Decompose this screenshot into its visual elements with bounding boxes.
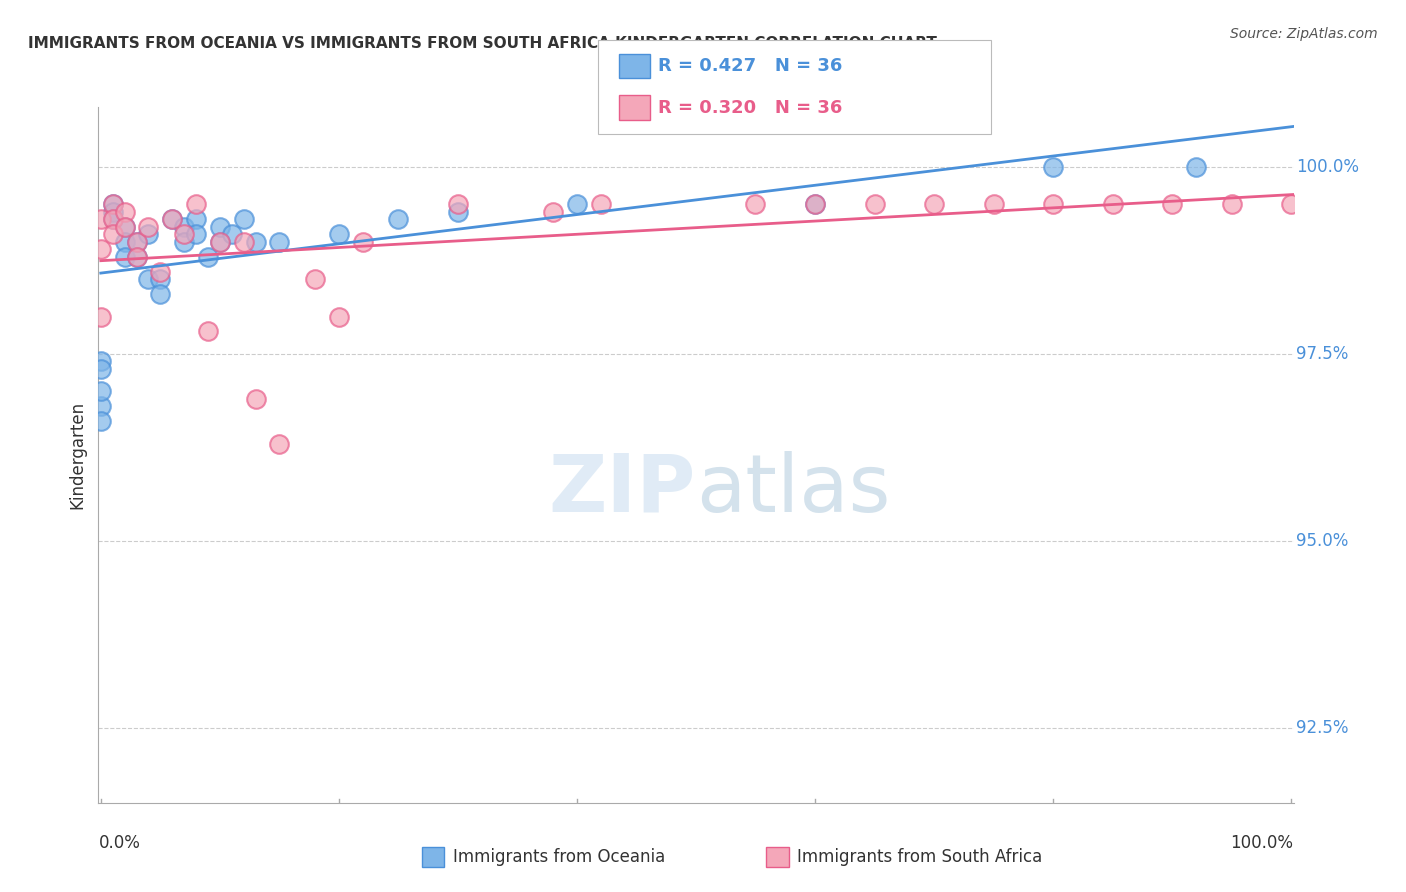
Point <box>160 212 183 227</box>
Point <box>173 227 195 242</box>
Point <box>114 219 136 234</box>
Point <box>804 197 827 211</box>
Point <box>1185 160 1208 174</box>
Point <box>101 197 124 211</box>
Point <box>90 384 112 399</box>
Point <box>101 227 124 242</box>
Point <box>328 227 350 242</box>
Point <box>1161 197 1184 211</box>
Point <box>114 250 136 264</box>
Point <box>245 392 267 406</box>
Point <box>922 197 945 211</box>
Point <box>983 197 1005 211</box>
Point <box>232 235 254 249</box>
Text: 0.0%: 0.0% <box>98 834 141 852</box>
Point <box>447 204 470 219</box>
Text: 95.0%: 95.0% <box>1296 532 1348 550</box>
Point <box>125 250 148 264</box>
Point <box>863 197 886 211</box>
Point <box>138 219 160 234</box>
Point <box>90 414 112 428</box>
Point <box>1042 197 1064 211</box>
Point <box>208 219 231 234</box>
Point <box>138 272 160 286</box>
Point <box>149 272 172 286</box>
Point <box>138 227 160 242</box>
Point <box>1101 197 1123 211</box>
Point <box>197 325 219 339</box>
Point <box>114 235 136 249</box>
Point <box>101 204 124 219</box>
Point <box>1279 197 1302 211</box>
Point <box>269 235 291 249</box>
Point <box>232 212 254 227</box>
Point <box>90 362 112 376</box>
Point <box>184 212 207 227</box>
Point <box>173 219 195 234</box>
Point <box>744 197 766 211</box>
Point <box>114 219 136 234</box>
Point <box>90 399 112 413</box>
Point <box>173 235 195 249</box>
Point <box>90 212 112 227</box>
Point <box>90 354 112 368</box>
Text: Immigrants from South Africa: Immigrants from South Africa <box>797 848 1042 866</box>
Point <box>804 197 827 211</box>
Point <box>184 197 207 211</box>
Text: IMMIGRANTS FROM OCEANIA VS IMMIGRANTS FROM SOUTH AFRICA KINDERGARTEN CORRELATION: IMMIGRANTS FROM OCEANIA VS IMMIGRANTS FR… <box>28 36 936 51</box>
Text: atlas: atlas <box>696 450 890 529</box>
Point <box>541 204 564 219</box>
Text: 97.5%: 97.5% <box>1296 345 1348 363</box>
Point <box>565 197 588 211</box>
Text: Immigrants from Oceania: Immigrants from Oceania <box>453 848 665 866</box>
Text: Source: ZipAtlas.com: Source: ZipAtlas.com <box>1230 27 1378 41</box>
Point <box>101 212 124 227</box>
Point <box>90 242 112 256</box>
Point <box>328 310 350 324</box>
Point <box>304 272 326 286</box>
Point <box>114 204 136 219</box>
Point <box>101 212 124 227</box>
Point <box>101 197 124 211</box>
Point <box>447 197 470 211</box>
Point <box>208 235 231 249</box>
Text: 100.0%: 100.0% <box>1230 834 1294 852</box>
Text: 100.0%: 100.0% <box>1296 158 1360 176</box>
Point <box>221 227 243 242</box>
Point <box>208 235 231 249</box>
Point <box>125 250 148 264</box>
Point <box>125 235 148 249</box>
Point <box>245 235 267 249</box>
Point <box>184 227 207 242</box>
Point <box>197 250 219 264</box>
Point <box>269 436 291 450</box>
Point <box>1042 160 1064 174</box>
Text: R = 0.320   N = 36: R = 0.320 N = 36 <box>658 99 842 117</box>
Text: ZIP: ZIP <box>548 450 696 529</box>
Point <box>1220 197 1243 211</box>
Point <box>352 235 374 249</box>
Y-axis label: Kindergarten: Kindergarten <box>69 401 87 509</box>
Point <box>90 310 112 324</box>
Point <box>589 197 612 211</box>
Point <box>160 212 183 227</box>
Text: R = 0.427   N = 36: R = 0.427 N = 36 <box>658 57 842 75</box>
Point <box>387 212 409 227</box>
Point <box>125 235 148 249</box>
Point <box>149 287 172 301</box>
Text: 92.5%: 92.5% <box>1296 719 1348 737</box>
Point <box>149 265 172 279</box>
